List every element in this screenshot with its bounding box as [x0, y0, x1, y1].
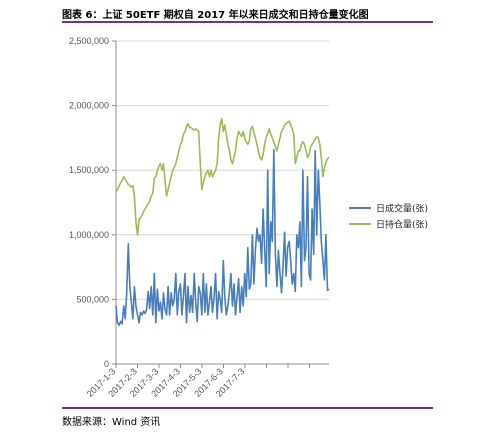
y-tick-label: 1,500,000	[69, 165, 109, 175]
y-tick-label: 2,000,000	[69, 101, 109, 111]
y-tick-label: 500,000	[76, 294, 109, 304]
y-tick-label: 0	[104, 359, 109, 369]
bottom-divider	[62, 407, 433, 409]
series-line-2	[115, 117, 330, 236]
series-line-1	[115, 148, 330, 327]
y-tick-label: 1,000,000	[69, 230, 109, 240]
chart-title: 图表 6：上证 50ETF 期权自 2017 年以来日成交和日持仓量变化图	[62, 10, 369, 21]
legend-label: 日持仓量(张)	[376, 219, 428, 231]
top-divider	[62, 21, 433, 23]
data-source: 数据来源：Wind 资讯	[62, 417, 161, 428]
y-tick-label: 2,500,000	[69, 36, 109, 46]
legend-label: 日成交量(张)	[376, 203, 428, 215]
